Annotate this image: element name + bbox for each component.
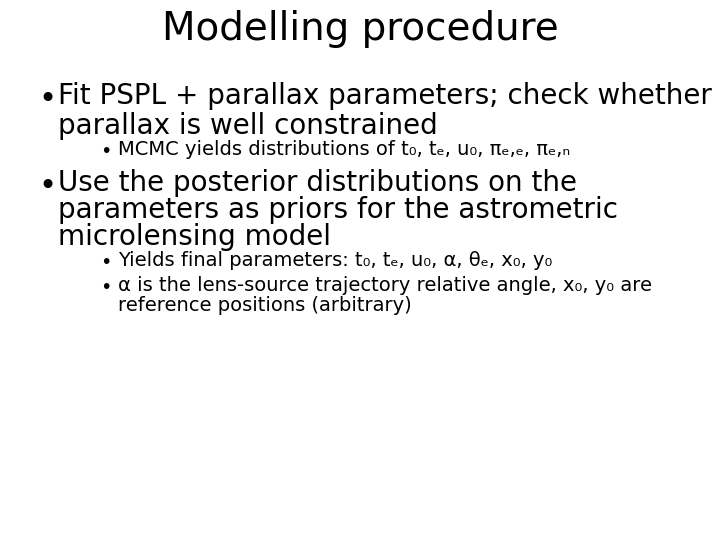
Text: •: • [100,253,112,272]
Text: parallax is well constrained: parallax is well constrained [58,112,438,140]
Text: microlensing model: microlensing model [58,223,331,251]
Text: •: • [100,278,112,297]
Text: •: • [100,142,112,161]
Text: •: • [38,85,56,114]
Text: Use the posterior distributions on the: Use the posterior distributions on the [58,169,577,197]
Text: reference positions (arbitrary): reference positions (arbitrary) [118,296,412,315]
Text: •: • [38,172,56,201]
Text: MCMC yields distributions of t₀, tₑ, u₀, πₑ,ₑ, πₑ,ₙ: MCMC yields distributions of t₀, tₑ, u₀,… [118,140,570,159]
Text: Modelling procedure: Modelling procedure [161,10,559,48]
Text: Yields final parameters: t₀, tₑ, u₀, α, θₑ, x₀, y₀: Yields final parameters: t₀, tₑ, u₀, α, … [118,251,552,270]
Text: α is the lens-source trajectory relative angle, x₀, y₀ are: α is the lens-source trajectory relative… [118,276,652,295]
Text: parameters as priors for the astrometric: parameters as priors for the astrometric [58,196,618,224]
Text: Fit PSPL + parallax parameters; check whether: Fit PSPL + parallax parameters; check wh… [58,82,712,110]
